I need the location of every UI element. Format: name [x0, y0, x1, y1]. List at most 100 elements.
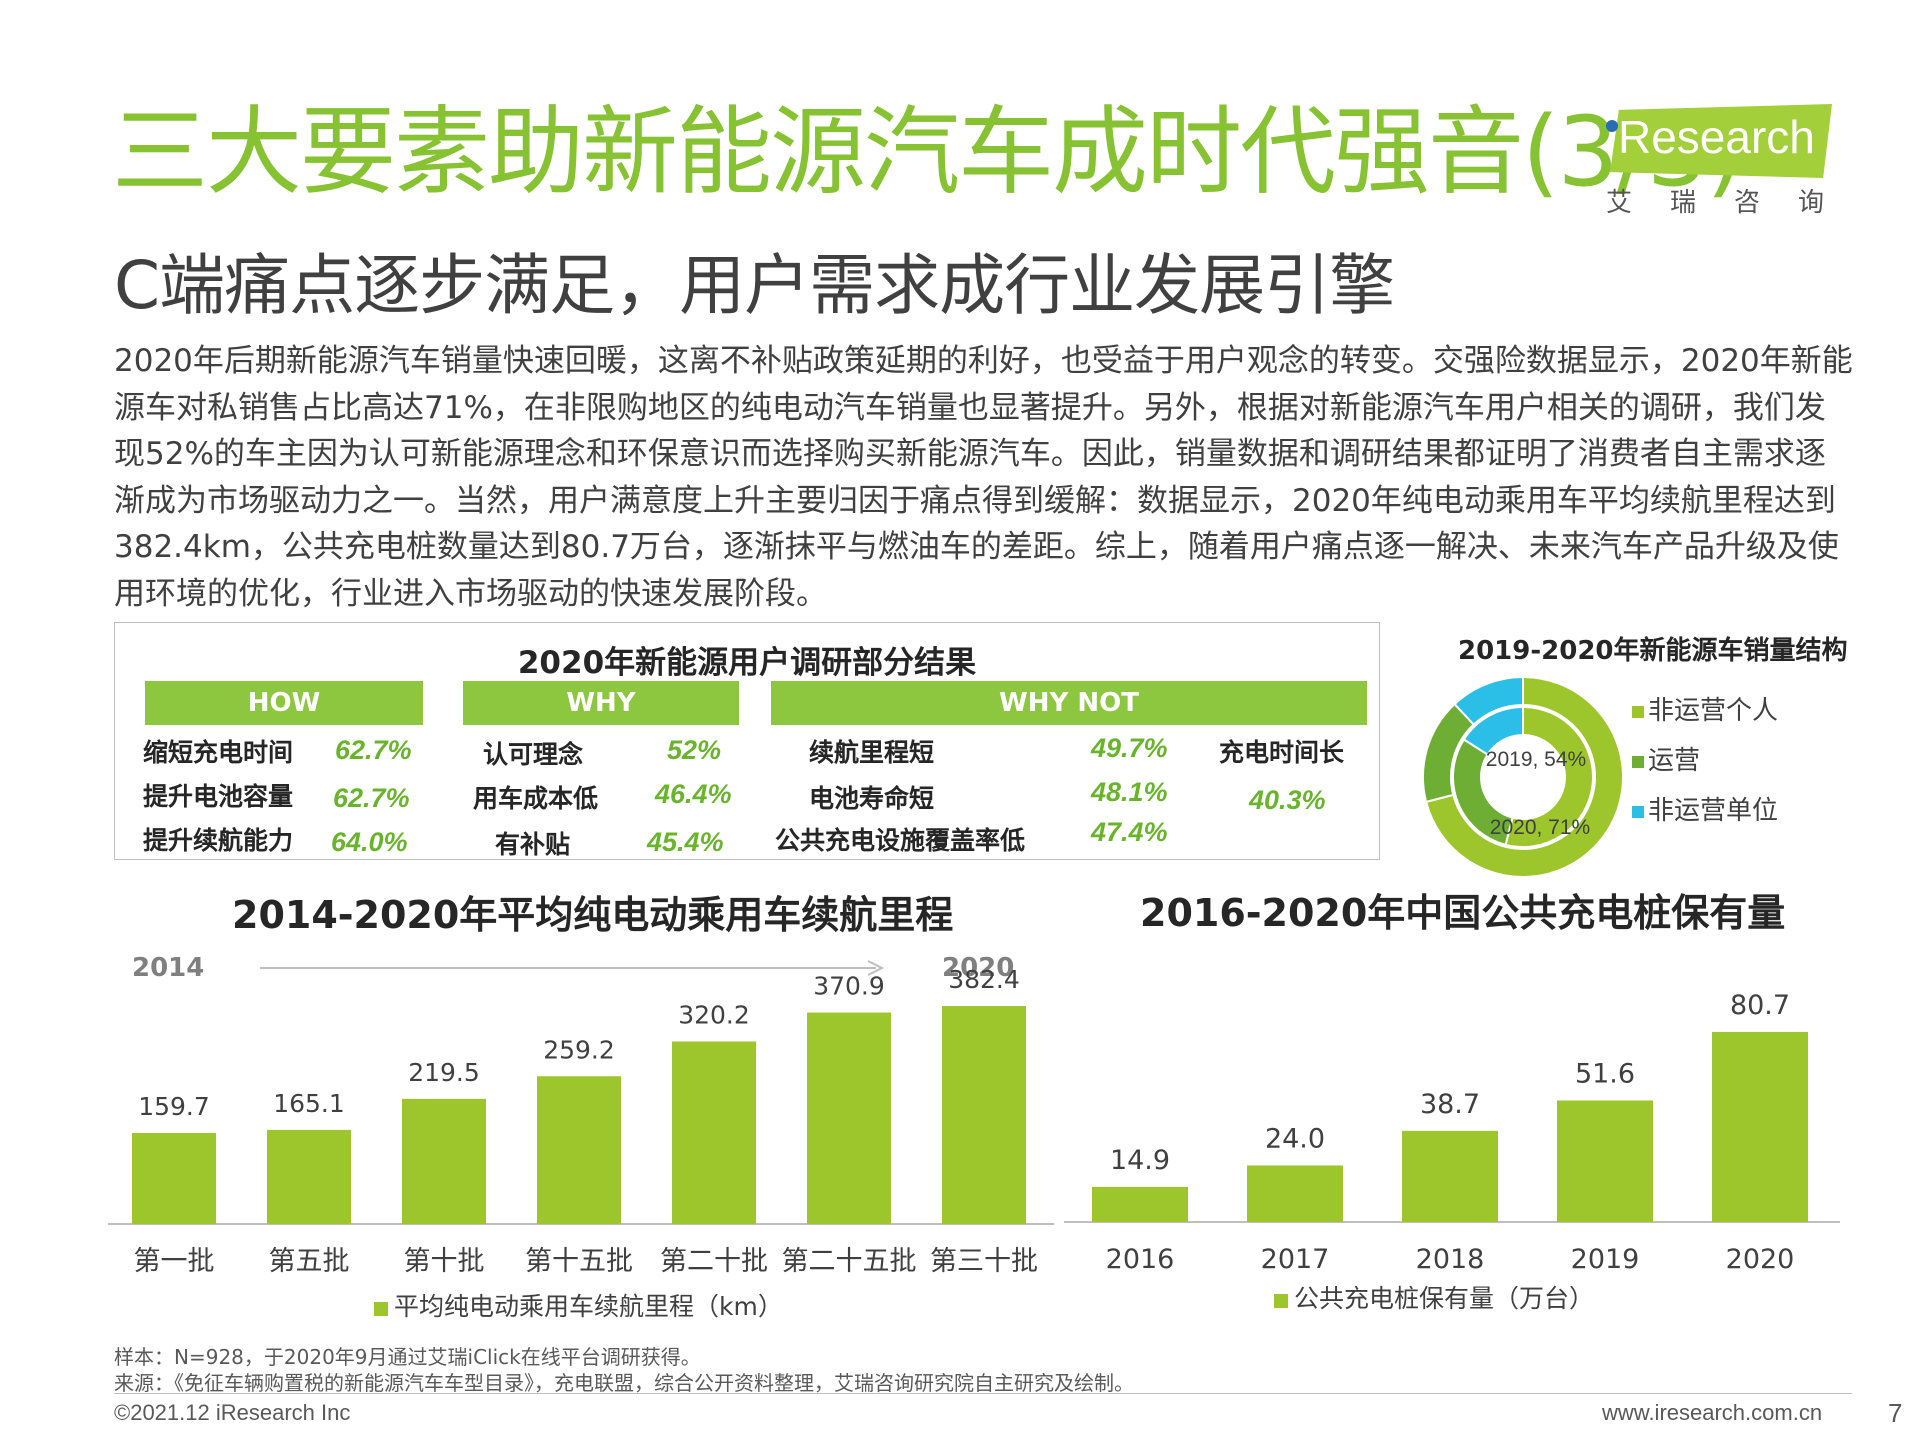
x-tick-label: 第十批 — [404, 1246, 485, 1277]
donut-chart-title: 2019-2020年新能源车销量结构 — [1458, 636, 1848, 666]
page-title: 三大要素助新能源汽车成时代强音(3/3) — [112, 96, 1743, 208]
bar-5 — [1712, 1031, 1808, 1222]
x-tick-label: 第二十批 — [660, 1246, 768, 1277]
whynot-value-4: 40.3% — [1249, 785, 1326, 815]
bar-7 — [942, 1006, 1026, 1224]
bar-3 — [402, 1098, 486, 1224]
survey-results-box: 2020年新能源用户调研部分结果 HOW WHY WHY NOT 缩短充电时间 … — [114, 622, 1380, 860]
range-legend-label: 平均纯电动乘用车续航里程（km） — [394, 1292, 783, 1321]
donut-label-2020: 2020, 71% — [1490, 816, 1590, 839]
bar-value-label: 165.1 — [273, 1089, 345, 1118]
range-chart-title: 2014-2020年平均纯电动乘用车续航里程 — [232, 893, 954, 937]
whynot-label-4: 充电时间长 — [1219, 738, 1345, 767]
bar-3 — [1402, 1130, 1498, 1222]
bar-6 — [807, 1012, 891, 1224]
body-paragraph: 2020年后期新能源汽车销量快速回暖，这离不补贴政策延期的利好，也受益于用户观念… — [114, 343, 1853, 612]
bar-value-label: 259.2 — [543, 1035, 615, 1064]
legend-swatch — [1274, 1294, 1288, 1308]
survey-title: 2020年新能源用户调研部分结果 — [517, 645, 977, 681]
bar-5 — [672, 1041, 756, 1224]
sales-structure-donut-chart: 2019, 54% 2020, 71% — [1422, 675, 1624, 878]
page-number: 7 — [1888, 1398, 1903, 1428]
x-tick-label: 第五批 — [269, 1246, 350, 1277]
logo-dot-icon — [1606, 120, 1618, 132]
bar-value-label: 370.9 — [813, 972, 885, 1001]
why-value-1: 52% — [667, 735, 722, 765]
bar-value-label: 51.6 — [1575, 1058, 1635, 1089]
how-header: HOW — [145, 681, 423, 725]
logo-cn: 艾瑞咨询 — [1606, 187, 1863, 217]
why-value-2: 46.4% — [655, 779, 732, 809]
logo-text: Research — [1618, 111, 1815, 163]
iresearch-logo: Research 艾瑞咨询 — [1600, 100, 1840, 218]
x-tick-label: 第十五批 — [525, 1246, 633, 1277]
x-tick-label: 第三十批 — [930, 1246, 1038, 1277]
whynot-value-1: 49.7% — [1091, 733, 1168, 763]
bar-4 — [537, 1076, 621, 1224]
bar-value-label: 38.7 — [1420, 1089, 1480, 1120]
bar-1 — [132, 1132, 216, 1224]
why-label-2: 用车成本低 — [473, 784, 599, 813]
year-start-label: 2014 — [132, 953, 204, 983]
whynot-label-3: 公共充电设施覆盖率低 — [775, 826, 1026, 855]
how-label-3: 提升续航能力 — [143, 826, 294, 855]
legend-item-unit: 非运营单位 — [1632, 790, 1778, 827]
charging-legend-label: 公共充电桩保有量（万台） — [1294, 1284, 1594, 1313]
x-tick-label: 2018 — [1416, 1244, 1485, 1275]
how-label-1: 缩短充电时间 — [143, 738, 294, 767]
legend-item-individual: 非运营个人 — [1632, 690, 1778, 727]
bar-2 — [1247, 1165, 1343, 1222]
how-label-2: 提升电池容量 — [143, 782, 294, 811]
page-subtitle: C端痛点逐步满足，用户需求成行业发展引擎 — [114, 247, 1395, 324]
charging-bar-chart: 14.9 2016 24.0 2017 38.7 2018 51.6 2019 80.7 2020… — [1064, 990, 1840, 1313]
bar-value-label: 159.7 — [138, 1092, 210, 1121]
whynot-label-1: 续航里程短 — [809, 738, 935, 767]
legend-swatch — [1632, 705, 1644, 718]
whynot-label-2: 电池寿命短 — [809, 784, 935, 813]
bar-value-label: 219.5 — [408, 1058, 480, 1087]
range-bar-chart: 2014 2020 159.7 第一批 165.1 第五批 219.5 第十批 259.2 第… — [108, 953, 1054, 1321]
x-tick-label: 2017 — [1261, 1244, 1330, 1275]
why-not-header: WHY NOT — [771, 681, 1367, 725]
legend-item-operating: 运营 — [1632, 740, 1700, 777]
bar-value-label: 14.9 — [1110, 1145, 1170, 1176]
donut-slice-2019-3 — [1462, 705, 1524, 756]
why-value-3: 45.4% — [647, 827, 724, 857]
legend-label: 运营 — [1648, 746, 1701, 776]
sample-note: 样本：N=928，于2020年9月通过艾瑞iClick在线平台调研获得。 — [114, 1345, 701, 1369]
legend-label: 非运营个人 — [1648, 696, 1779, 726]
whynot-value-2: 48.1% — [1091, 777, 1168, 807]
whynot-value-3: 47.4% — [1091, 817, 1168, 847]
year-end-label: 2020 — [942, 953, 1014, 983]
how-value-3: 64.0% — [331, 827, 408, 857]
bar-value-label: 320.2 — [678, 1000, 750, 1029]
x-tick-label: 第二十五批 — [782, 1246, 917, 1277]
how-value-1: 62.7% — [335, 735, 412, 765]
how-value-2: 62.7% — [333, 783, 410, 813]
legend-swatch — [1632, 805, 1644, 818]
donut-slice-2020-1 — [1424, 675, 1624, 878]
bar-1 — [1092, 1186, 1188, 1222]
legend-swatch — [374, 1302, 388, 1316]
bar-value-label: 80.7 — [1730, 990, 1790, 1021]
why-header: WHY — [463, 681, 739, 725]
website-link[interactable]: www.iresearch.com.cn — [1602, 1400, 1823, 1425]
x-tick-label: 2016 — [1106, 1244, 1175, 1275]
donut-slice-2019-1 — [1504, 705, 1594, 848]
legend-label: 非运营单位 — [1648, 796, 1779, 826]
bar-value-label: 24.0 — [1265, 1123, 1325, 1154]
charging-chart-title: 2016-2020年中国公共充电桩保有量 — [1140, 891, 1786, 935]
source-note: 来源：《免征车辆购置税的新能源汽车车型目录》，充电联盟，综合公开资料整理，艾瑞咨… — [114, 1371, 1134, 1395]
x-tick-label: 2020 — [1726, 1244, 1795, 1275]
legend-swatch — [1632, 755, 1644, 768]
copyright: ©2021.12 iResearch Inc — [114, 1400, 351, 1425]
footer-divider — [114, 1393, 1852, 1394]
x-tick-label: 第一批 — [134, 1246, 215, 1277]
donut-slice-2020-3 — [1453, 675, 1524, 726]
bar-4 — [1557, 1100, 1653, 1222]
arrow-right-icon — [867, 960, 885, 976]
x-tick-label: 2019 — [1571, 1244, 1640, 1275]
why-label-1: 认可理念 — [483, 740, 584, 769]
why-label-3: 有补贴 — [495, 830, 571, 859]
logo-badge — [1610, 104, 1832, 178]
